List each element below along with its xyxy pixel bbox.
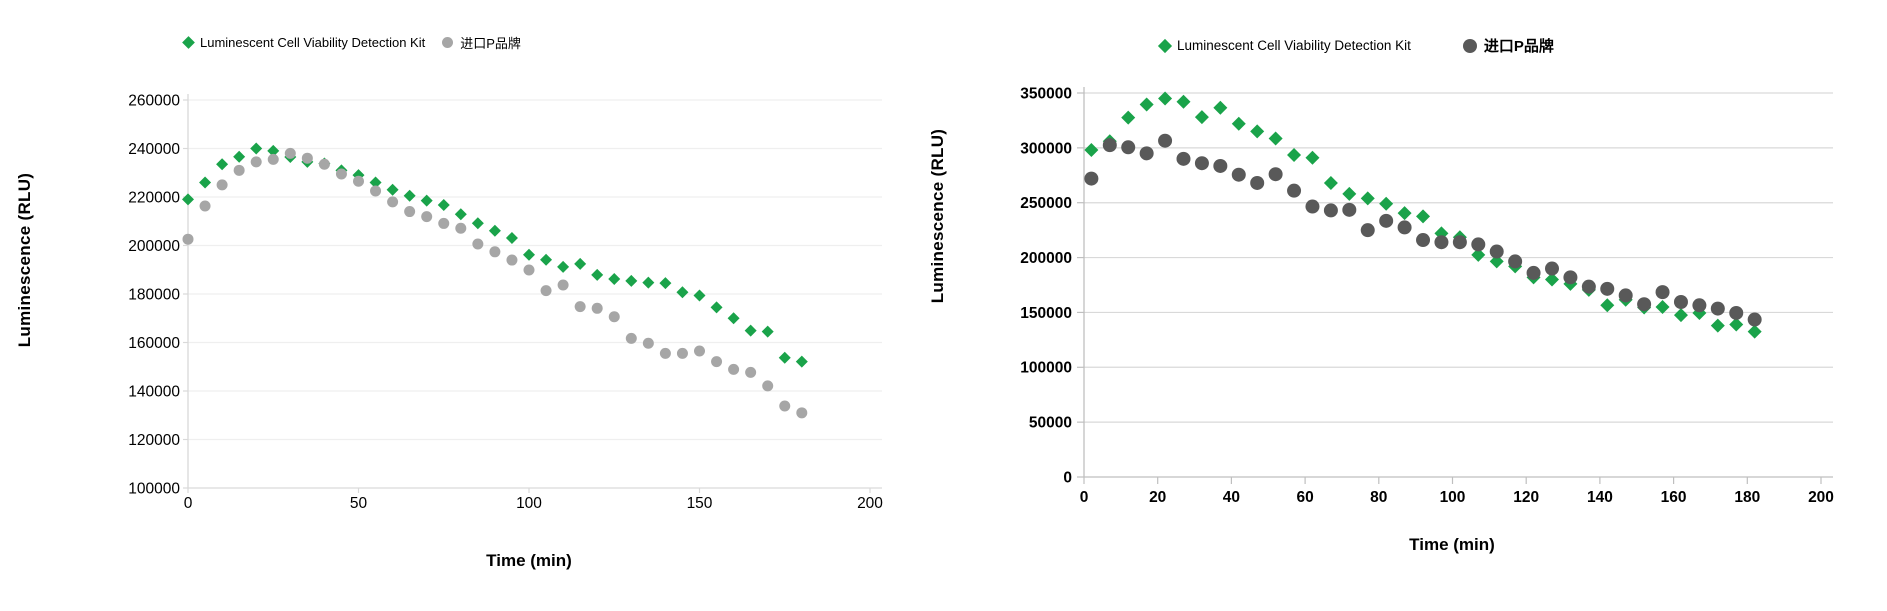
left-chart-legend: Luminescent Cell Viability Detection Kit… (182, 33, 521, 52)
svg-text:160: 160 (1661, 489, 1687, 506)
svg-text:180: 180 (1734, 489, 1760, 506)
right-y-axis-title: Luminescence (RLU) (928, 128, 947, 304)
svg-text:80: 80 (1370, 489, 1387, 506)
legend-item-pbrand-right: 进口P品牌 (1462, 35, 1554, 56)
right-chart-plot: 0 50000 100000 150000 200000 250000 300000 3500… (1020, 85, 1834, 506)
svg-text:160000: 160000 (128, 335, 180, 352)
svg-text:260000: 260000 (128, 92, 180, 109)
legend-label-pbrand: 进口P品牌 (460, 36, 521, 51)
legend-label-pbrand-right: 进口P品牌 (1483, 38, 1554, 55)
svg-text:0: 0 (184, 495, 193, 512)
svg-text:120: 120 (1513, 489, 1539, 506)
pbrand-circle-marker-icon (442, 37, 454, 48)
svg-text:100: 100 (516, 495, 542, 512)
svg-text:0: 0 (1080, 489, 1089, 506)
svg-text:200000: 200000 (128, 238, 180, 255)
kit-diamond-marker-icon (1157, 38, 1173, 53)
legend-item-kit: Luminescent Cell Viability Detection Kit (182, 35, 426, 50)
kit-diamond-marker-icon (182, 36, 195, 49)
left-chart-plot: 100000 120000 140000 160000 180000 200000 2200… (128, 92, 883, 512)
svg-text:350000: 350000 (1020, 85, 1072, 102)
svg-text:150: 150 (687, 495, 713, 512)
legend-label-kit: Luminescent Cell Viability Detection Kit (200, 35, 426, 50)
svg-text:100000: 100000 (128, 480, 180, 497)
left-x-axis-title: Time (min) (486, 551, 572, 570)
svg-text:200: 200 (1808, 489, 1834, 506)
right-x-axis-title: Time (min) (1409, 535, 1495, 554)
svg-text:250000: 250000 (1020, 195, 1072, 212)
legend-label-kit-right: Luminescent Cell Viability Detection Kit (1177, 38, 1411, 53)
svg-text:140: 140 (1587, 489, 1613, 506)
svg-text:20: 20 (1149, 489, 1166, 506)
svg-text:300000: 300000 (1020, 140, 1072, 157)
svg-text:140000: 140000 (128, 383, 180, 400)
svg-text:200000: 200000 (1020, 250, 1072, 267)
svg-text:40: 40 (1223, 489, 1240, 506)
left-y-axis-title: Luminescence (RLU) (15, 172, 34, 348)
svg-text:0: 0 (1063, 469, 1072, 486)
legend-item-pbrand: 进口P品牌 (442, 33, 521, 52)
svg-text:220000: 220000 (128, 189, 180, 206)
svg-text:100: 100 (1440, 489, 1466, 506)
svg-text:60: 60 (1296, 489, 1313, 506)
svg-text:120000: 120000 (128, 432, 180, 449)
pbrand-circle-marker-icon (1462, 38, 1477, 53)
legend-item-kit-right: Luminescent Cell Viability Detection Kit (1157, 38, 1411, 53)
svg-text:240000: 240000 (128, 141, 180, 158)
svg-text:50: 50 (350, 495, 368, 512)
right-chart-legend: Luminescent Cell Viability Detection Kit… (1157, 35, 1554, 56)
svg-text:100000: 100000 (1020, 360, 1072, 377)
svg-text:180000: 180000 (128, 286, 180, 303)
svg-text:200: 200 (857, 495, 883, 512)
svg-text:50000: 50000 (1029, 415, 1072, 432)
svg-text:150000: 150000 (1020, 305, 1072, 322)
